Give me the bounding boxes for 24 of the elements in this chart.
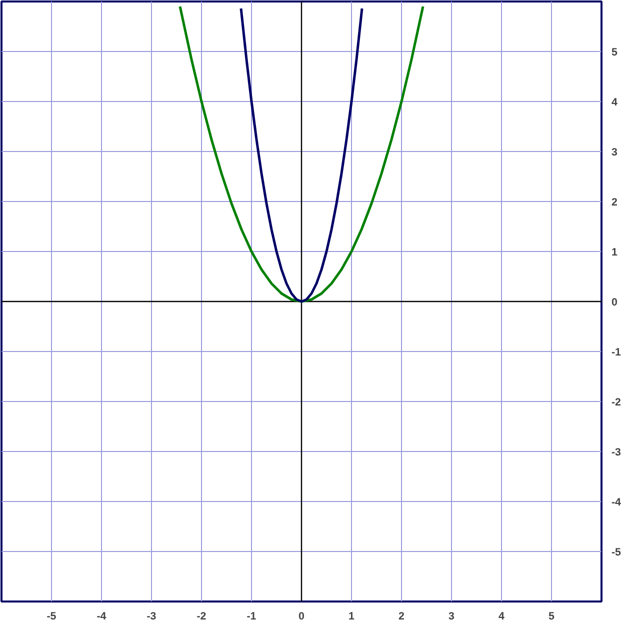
y-tick-label: -3 (612, 446, 622, 458)
y-tick-label: 5 (612, 46, 618, 58)
y-tick-label: 2 (612, 196, 618, 208)
y-tick-label: 0 (612, 296, 618, 308)
y-tick-label: -5 (612, 546, 622, 558)
y-tick-label: 1 (612, 246, 618, 258)
line-series (240, 7, 364, 303)
x-tick-label: 4 (498, 610, 505, 622)
x-tick-label: 2 (398, 610, 405, 622)
x-tick-label: -1 (246, 610, 256, 622)
y-tick-label: -1 (612, 346, 622, 358)
x-tick-label: 5 (548, 610, 555, 622)
x-tick-label: -2 (196, 610, 206, 622)
y-tick-label: 4 (612, 96, 618, 108)
y-tick-label: 3 (612, 146, 618, 158)
y-tick-label: -4 (612, 496, 622, 508)
x-tick-label: -3 (146, 610, 156, 622)
x-tick-label: -5 (46, 610, 56, 622)
x-tick-label: 1 (348, 610, 355, 622)
x-tick-label: 0 (298, 610, 305, 622)
y-tick-label: -2 (612, 396, 622, 408)
x-tick-label: 3 (448, 610, 455, 622)
x-tick-label: -4 (96, 610, 106, 622)
line-series (178, 5, 424, 303)
